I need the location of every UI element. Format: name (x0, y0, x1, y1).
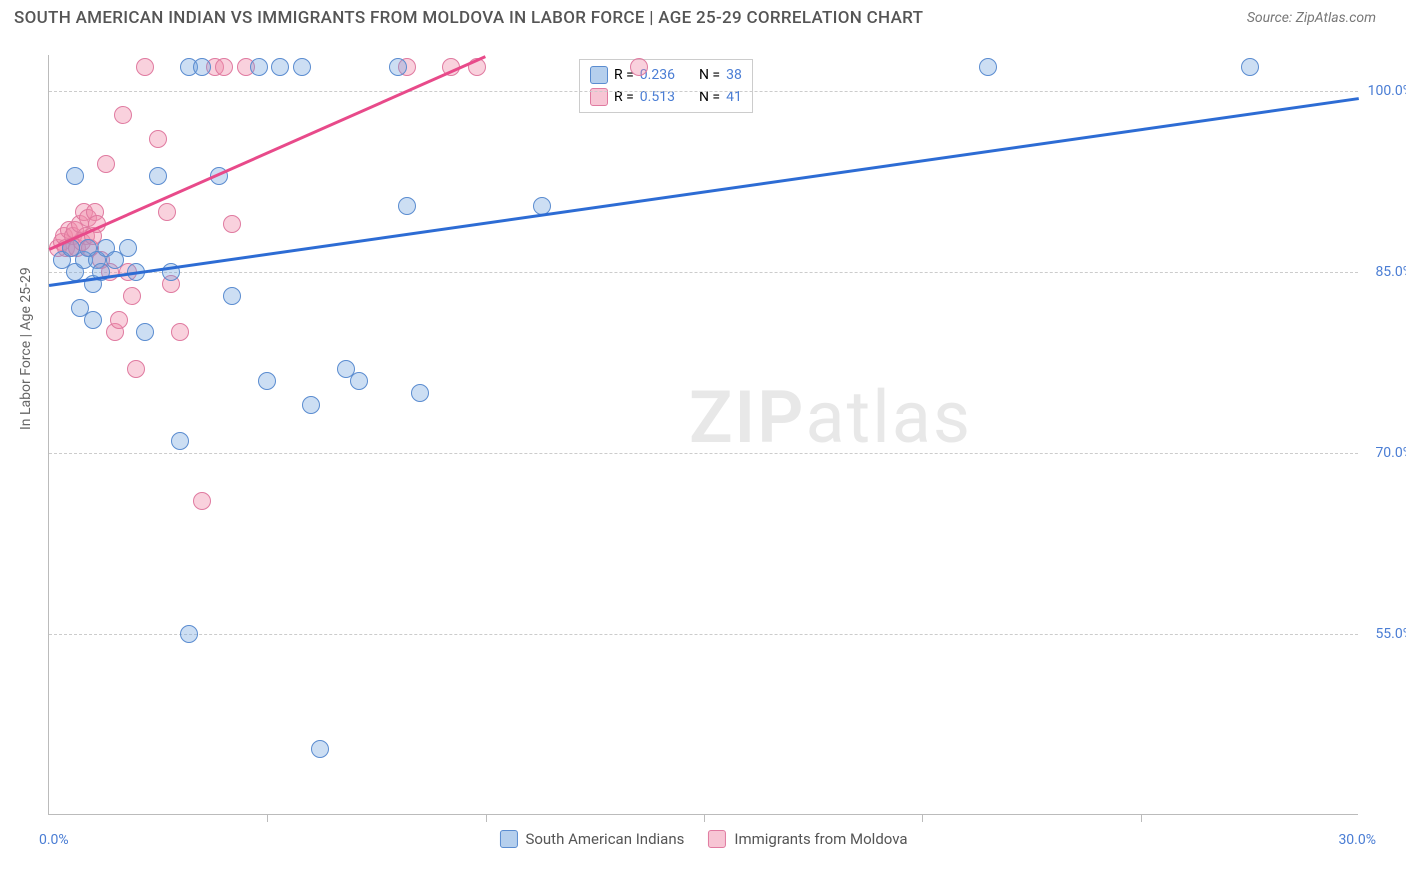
source-credit: Source: ZipAtlas.com (1247, 10, 1376, 26)
data-point-blue (119, 239, 137, 257)
data-point-blue (223, 287, 241, 305)
data-point-blue (271, 58, 289, 76)
gridline-h (49, 272, 1358, 273)
data-point-blue (250, 58, 268, 76)
gridline-h (49, 634, 1358, 635)
data-point-blue (66, 167, 84, 185)
legend-row-pink: R = 0.513 N = 41 (590, 86, 742, 108)
x-tick (486, 814, 487, 822)
y-axis-title: In Labor Force | Age 25-29 (18, 267, 34, 430)
data-point-pink (127, 360, 145, 378)
data-point-pink (223, 215, 241, 233)
data-point-pink (171, 323, 189, 341)
n-label: N = (699, 67, 720, 83)
data-point-blue (136, 323, 154, 341)
data-point-pink (193, 492, 211, 510)
y-tick-label: 85.0% (1375, 264, 1406, 280)
legend-item-pink: Immigrants from Moldova (708, 830, 907, 848)
data-point-blue (311, 740, 329, 758)
data-point-blue (350, 372, 368, 390)
swatch-blue-icon (590, 66, 608, 84)
data-point-pink (97, 155, 115, 173)
data-point-blue (180, 625, 198, 643)
x-tick (267, 814, 268, 822)
legend-item-blue: South American Indians (499, 830, 684, 848)
data-point-pink (136, 58, 154, 76)
y-tick-label: 55.0% (1375, 626, 1406, 642)
chart-plot-area: ZIPatlas R = 0.236 N = 38 R = 0.513 N = … (48, 55, 1358, 815)
data-point-pink (149, 130, 167, 148)
chart-title: SOUTH AMERICAN INDIAN VS IMMIGRANTS FROM… (14, 8, 923, 28)
y-tick-label: 70.0% (1375, 445, 1406, 461)
correlation-legend: R = 0.236 N = 38 R = 0.513 N = 41 (579, 59, 753, 113)
watermark-bold: ZIP (689, 375, 805, 460)
data-point-blue (258, 372, 276, 390)
data-point-pink (158, 203, 176, 221)
x-tick (704, 814, 705, 822)
series-legend: South American Indians Immigrants from M… (499, 830, 907, 848)
legend-label-blue: South American Indians (525, 830, 684, 848)
data-point-pink (114, 106, 132, 124)
data-point-pink (215, 58, 233, 76)
data-point-blue (302, 396, 320, 414)
gridline-h (49, 453, 1358, 454)
swatch-pink-icon (708, 830, 726, 848)
data-point-blue (171, 432, 189, 450)
data-point-blue (149, 167, 167, 185)
data-point-blue (1241, 58, 1259, 76)
legend-row-blue: R = 0.236 N = 38 (590, 64, 742, 86)
gridline-h (49, 91, 1358, 92)
n-value-blue: 38 (726, 67, 742, 83)
data-point-blue (193, 58, 211, 76)
x-label-right: 30.0% (1338, 832, 1376, 848)
swatch-blue-icon (499, 830, 517, 848)
x-tick (1141, 814, 1142, 822)
data-point-pink (123, 287, 141, 305)
data-point-pink (110, 311, 128, 329)
watermark-rest: atlas (805, 375, 972, 460)
x-tick (922, 814, 923, 822)
data-point-pink (630, 58, 648, 76)
data-point-blue (979, 58, 997, 76)
watermark: ZIPatlas (689, 375, 972, 460)
data-point-blue (293, 58, 311, 76)
x-label-left: 0.0% (39, 832, 69, 848)
y-tick-label: 100.0% (1368, 83, 1406, 99)
trend-line-blue (49, 97, 1359, 286)
data-point-blue (389, 58, 407, 76)
data-point-blue (398, 197, 416, 215)
data-point-blue (411, 384, 429, 402)
data-point-blue (84, 311, 102, 329)
trend-line-pink (48, 55, 486, 250)
legend-label-pink: Immigrants from Moldova (734, 830, 907, 848)
